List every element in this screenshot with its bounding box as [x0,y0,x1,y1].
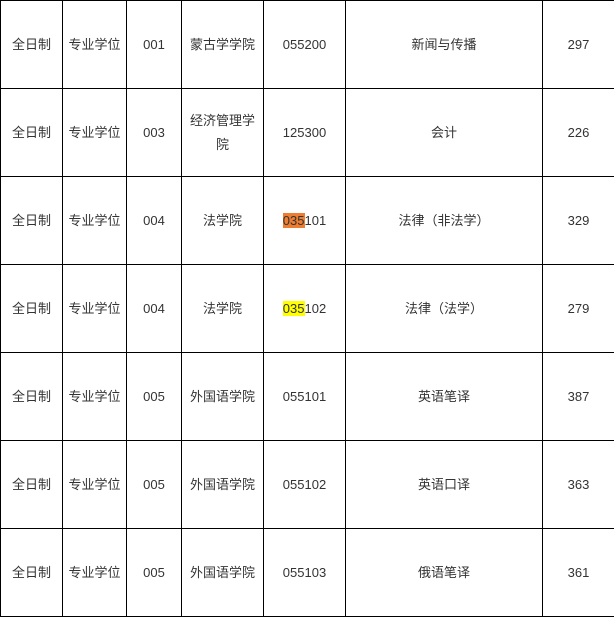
highlight: 035 [283,301,305,316]
study-mode-cell: 全日制 [1,177,63,265]
major-code-cell: 055103 [264,529,346,617]
major-name-cell: 俄语笔译 [346,529,543,617]
school-name-cell: 经济管理学院 [182,89,264,177]
study-mode-cell: 全日制 [1,529,63,617]
table-row: 全日制专业学位005外国语学院055101英语笔译387 [1,353,614,441]
score-cell: 363 [543,441,614,529]
major-code-cell: 055102 [264,441,346,529]
dept-code-cell: 004 [127,265,182,353]
study-mode-cell: 全日制 [1,265,63,353]
degree-type-cell: 专业学位 [63,441,127,529]
score-cell: 226 [543,89,614,177]
dept-code-cell: 004 [127,177,182,265]
school-name-cell: 外国语学院 [182,441,264,529]
school-name-cell: 法学院 [182,177,264,265]
score-cell: 297 [543,1,614,89]
highlight: 035 [283,213,305,228]
dept-code-cell: 001 [127,1,182,89]
dept-code-cell: 005 [127,441,182,529]
school-name-cell: 蒙古学学院 [182,1,264,89]
degree-type-cell: 专业学位 [63,353,127,441]
study-mode-cell: 全日制 [1,1,63,89]
major-name-cell: 英语口译 [346,441,543,529]
major-code-suffix: 101 [305,213,327,228]
table-row: 全日制专业学位001蒙古学学院055200新闻与传播297 [1,1,614,89]
dept-code-cell: 005 [127,529,182,617]
dept-code-cell: 003 [127,89,182,177]
major-name-cell: 法律（非法学） [346,177,543,265]
school-name-cell: 法学院 [182,265,264,353]
table-row: 全日制专业学位005外国语学院055103俄语笔译361 [1,529,614,617]
study-mode-cell: 全日制 [1,353,63,441]
major-code-cell: 125300 [264,89,346,177]
admissions-table-wrap: 全日制专业学位001蒙古学学院055200新闻与传播297全日制专业学位003经… [0,0,614,617]
table-row: 全日制专业学位004法学院035101法律（非法学）329 [1,177,614,265]
score-cell: 361 [543,529,614,617]
major-name-cell: 会计 [346,89,543,177]
degree-type-cell: 专业学位 [63,177,127,265]
major-code-cell: 035102 [264,265,346,353]
table-row: 全日制专业学位004法学院035102法律（法学）279 [1,265,614,353]
major-name-cell: 新闻与传播 [346,1,543,89]
degree-type-cell: 专业学位 [63,1,127,89]
degree-type-cell: 专业学位 [63,89,127,177]
major-code-cell: 055200 [264,1,346,89]
dept-code-cell: 005 [127,353,182,441]
school-name-cell: 外国语学院 [182,529,264,617]
score-cell: 387 [543,353,614,441]
major-name-cell: 法律（法学） [346,265,543,353]
score-cell: 329 [543,177,614,265]
major-code-cell: 035101 [264,177,346,265]
major-code-cell: 055101 [264,353,346,441]
study-mode-cell: 全日制 [1,441,63,529]
admissions-table: 全日制专业学位001蒙古学学院055200新闻与传播297全日制专业学位003经… [0,0,614,617]
study-mode-cell: 全日制 [1,89,63,177]
major-name-cell: 英语笔译 [346,353,543,441]
school-name-cell: 外国语学院 [182,353,264,441]
table-row: 全日制专业学位003经济管理学院125300会计226 [1,89,614,177]
degree-type-cell: 专业学位 [63,265,127,353]
table-row: 全日制专业学位005外国语学院055102英语口译363 [1,441,614,529]
score-cell: 279 [543,265,614,353]
degree-type-cell: 专业学位 [63,529,127,617]
major-code-suffix: 102 [305,301,327,316]
